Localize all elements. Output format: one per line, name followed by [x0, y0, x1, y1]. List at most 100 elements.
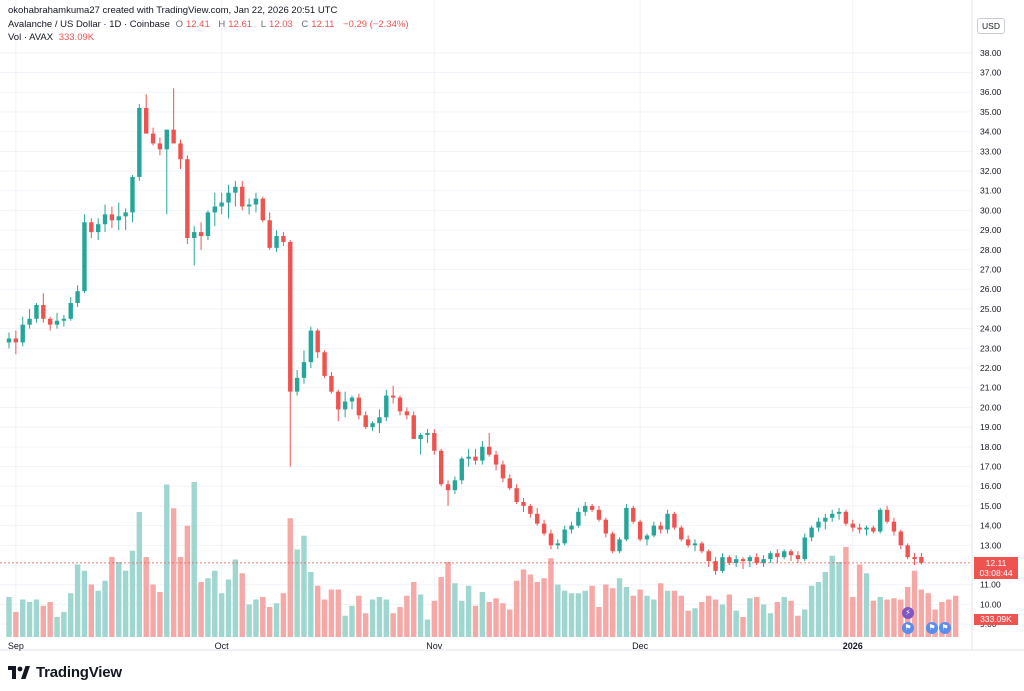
- flag-icon[interactable]: ⚑: [902, 622, 914, 634]
- candle-body: [13, 338, 19, 343]
- time-axis[interactable]: Sep Oct Nov Dec 2026: [8, 641, 863, 651]
- candle-body: [377, 417, 382, 424]
- volume-bar: [356, 595, 362, 637]
- open-label: O: [175, 19, 183, 30]
- candle-body: [754, 557, 759, 564]
- volume-bar: [548, 558, 554, 637]
- y-tick-label: 27.00: [980, 265, 1002, 275]
- low-label: L: [260, 19, 266, 30]
- volume-bar: [390, 613, 396, 637]
- last-price-value: 12.11: [985, 557, 1007, 568]
- volume-bar: [376, 597, 383, 637]
- volume-bar: [795, 615, 801, 637]
- volume-bar: [177, 557, 184, 637]
- volume-bar: [733, 610, 739, 637]
- candle-body: [459, 458, 464, 481]
- volume-bar: [500, 603, 506, 637]
- candle-body: [144, 107, 149, 134]
- volume-bar: [589, 585, 595, 637]
- volume-bar: [369, 599, 376, 637]
- volume-bar: [246, 604, 252, 637]
- volume-bar: [68, 593, 74, 637]
- volume-bar: [315, 585, 321, 637]
- candle-body: [603, 519, 609, 534]
- candle-body: [89, 222, 94, 233]
- candle-body: [82, 222, 87, 292]
- volume-bar: [898, 599, 904, 637]
- volume-bar: [143, 557, 149, 637]
- volume-bar: [459, 600, 465, 637]
- candle-body: [541, 523, 547, 534]
- volume-bar: [452, 583, 458, 637]
- candle-body: [583, 505, 588, 512]
- candle-body: [109, 214, 115, 221]
- flag-icon-3[interactable]: ⚑: [939, 622, 951, 634]
- volume-bar: [527, 574, 534, 637]
- volume-bar: [191, 482, 197, 637]
- lightning-icon[interactable]: ⚡: [902, 607, 914, 619]
- volume-bar: [843, 547, 849, 637]
- volume-bar: [582, 590, 588, 637]
- flag-icon-2[interactable]: ⚑: [926, 622, 938, 634]
- candle-body: [27, 318, 32, 325]
- candle-body: [891, 521, 897, 532]
- candle-body: [857, 527, 862, 530]
- currency-selector[interactable]: USD: [977, 18, 1005, 34]
- volume-bar: [383, 599, 389, 637]
- candle-body: [349, 397, 355, 402]
- candle-body: [192, 232, 197, 238]
- candle-body: [445, 484, 451, 491]
- volume-bar: [150, 584, 156, 637]
- y-tick-label: 25.00: [980, 304, 1002, 314]
- tradingview-logo[interactable]: TradingView: [8, 664, 122, 681]
- y-tick-label: 13.00: [980, 540, 1002, 550]
- volume-bar: [513, 580, 520, 637]
- candle-body: [535, 513, 540, 524]
- candle-body: [95, 224, 101, 233]
- volume-bar: [918, 589, 925, 637]
- candle-body: [308, 330, 314, 363]
- candle-body: [404, 411, 410, 416]
- candle-body: [288, 241, 293, 392]
- volume-bar: [884, 599, 890, 637]
- volume-bar: [6, 597, 12, 637]
- candle-body: [521, 501, 526, 506]
- candle-body: [164, 129, 169, 150]
- change-value: −0.29 (−2.34%): [343, 19, 409, 30]
- candle-body: [473, 456, 478, 461]
- candle-body: [390, 395, 396, 398]
- y-tick-label: 19.00: [980, 422, 1002, 432]
- volume-bar: [122, 570, 129, 637]
- candle-body: [679, 527, 684, 540]
- volume-bar: [74, 564, 81, 637]
- candle-body: [569, 525, 574, 530]
- candle-body: [830, 513, 835, 518]
- candle-body: [816, 521, 821, 528]
- volume-bar: [493, 598, 499, 637]
- volume-legend[interactable]: Vol · AVAX 333.09K: [8, 32, 97, 43]
- price-axis[interactable]: 38.00 37.00 36.00 35.00 34.00 33.00 32.00 31.00…: [980, 48, 1002, 629]
- volume-bar: [170, 508, 177, 637]
- volume-bar: [157, 592, 163, 637]
- y-tick-label: 22.00: [980, 363, 1002, 373]
- y-tick-label: 38.00: [980, 48, 1002, 58]
- y-tick-label: 16.00: [980, 481, 1002, 491]
- candle-body: [740, 559, 746, 562]
- volume-bar: [877, 597, 883, 637]
- volume-bar: [630, 595, 636, 637]
- candle-body: [884, 509, 890, 522]
- volume-bar: [781, 597, 787, 637]
- candle-body: [727, 557, 732, 564]
- symbol-title[interactable]: Avalanche / US Dollar · 1D · Coinbase: [8, 19, 170, 30]
- candle-body: [178, 143, 183, 160]
- candle-body: [761, 559, 766, 564]
- volume-bar: [102, 580, 108, 637]
- volume-bar: [911, 570, 918, 637]
- candle-body: [864, 527, 869, 530]
- volume-bar: [136, 512, 143, 637]
- candle-body: [596, 509, 602, 520]
- volume-bar: [637, 589, 643, 637]
- volume-bar: [445, 562, 451, 637]
